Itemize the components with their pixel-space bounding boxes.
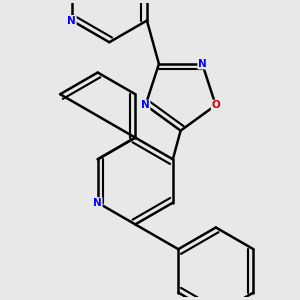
Text: N: N bbox=[68, 16, 76, 26]
Text: N: N bbox=[198, 59, 207, 69]
Text: N: N bbox=[93, 198, 102, 208]
Text: N: N bbox=[141, 100, 150, 110]
Text: O: O bbox=[211, 100, 220, 110]
